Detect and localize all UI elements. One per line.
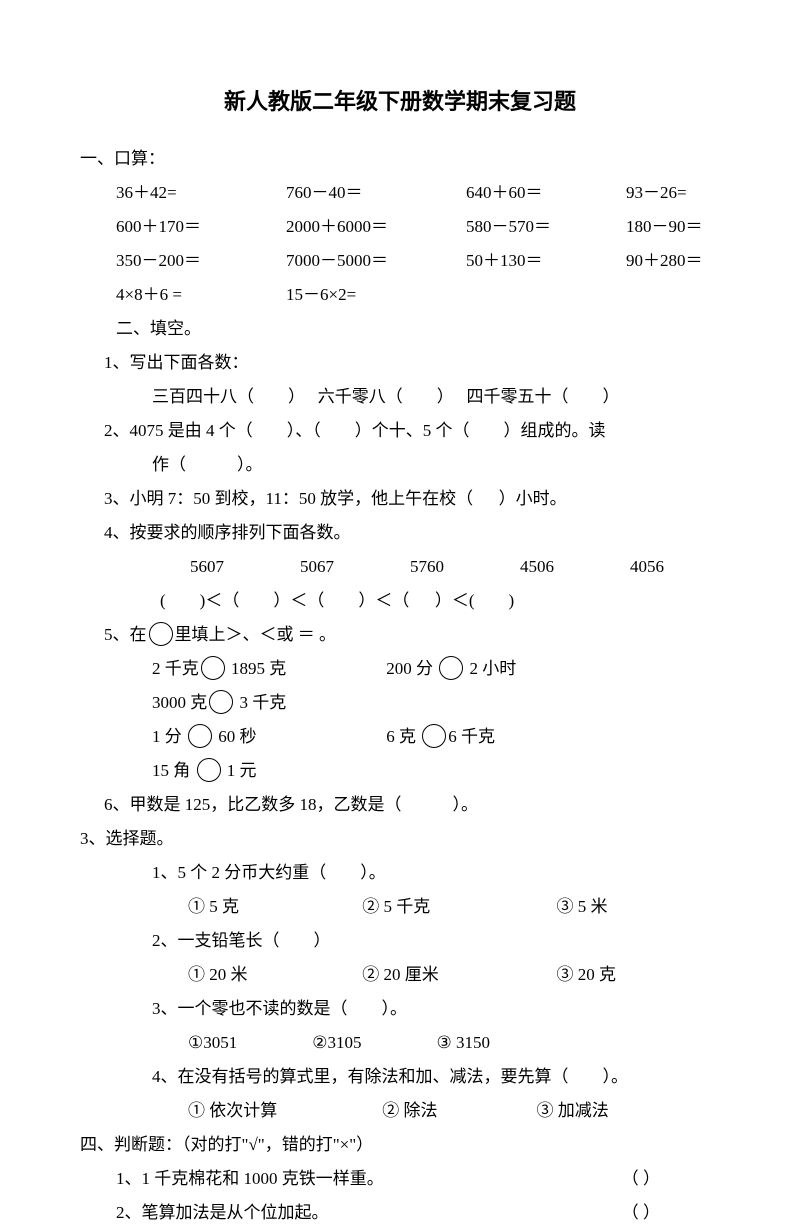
q3-2: 2、一支铅笔长（ ） (152, 924, 720, 958)
opt: ② 除法 (382, 1094, 532, 1128)
arith-row-last: 4×8＋6 = 15－6×2= (116, 278, 720, 312)
q2-4: 4、按要求的顺序排列下面各数。 (104, 516, 720, 550)
arith-cell: 50＋130＝ (466, 244, 626, 278)
q4-1: 1、1 千克棉花和 1000 克铁一样重。 （ ） (116, 1162, 720, 1196)
q2-5-row2: 1 分 60 秒 6 克 6 千克 15 角 1 元 (152, 720, 720, 788)
arith-cell: 600＋170＝ (116, 210, 286, 244)
opt: ③ 5 米 (557, 890, 707, 924)
q2-5-text-a: 5、在 (104, 625, 147, 644)
q2-4-nums: 5607 5067 5760 4506 4056 (190, 550, 720, 584)
q2-2a: 2、4075 是由 4 个（ ）、（ ）个十、5 个（ ）组成的。读 (104, 414, 720, 448)
q2-3: 3、小明 7：50 到校，11：50 放学，他上午在校（ ）小时。 (104, 482, 720, 516)
q2-5: 5、在 里填上＞、＜或 ＝ 。 (104, 618, 720, 652)
arith-cell: 36＋42= (116, 176, 286, 210)
q2-5-row1: 2 千克 1895 克 200 分 2 小时 3000 克 3 千克 (152, 652, 720, 720)
q3-3-opts: ①3051 ②3105 ③ 3150 (188, 1026, 720, 1060)
opt: ①3051 (188, 1026, 308, 1060)
arith-cell: 640＋60＝ (466, 176, 626, 210)
opt: ① 20 米 (188, 958, 358, 992)
cmp-left: 15 角 (152, 761, 195, 780)
judge-blank: （ ） (622, 1162, 660, 1196)
q2-2b: 作（ ）。 (152, 448, 720, 482)
opt: ②3105 (312, 1026, 432, 1060)
opt: ③ 3150 (437, 1026, 557, 1060)
judge-text: 2、笔算加法是从个位加起。 (116, 1196, 329, 1230)
q2-1: 1、写出下面各数： (104, 346, 720, 380)
q2-5-text-b: 里填上＞、＜或 ＝ 。 (175, 625, 337, 644)
arith-cell: 580－570＝ (466, 210, 626, 244)
q3-4: 4、在没有括号的算式里，有除法和加、减法，要先算（ ）。 (152, 1060, 720, 1094)
opt: ② 20 厘米 (362, 958, 552, 992)
arith-cell: 15－6×2= (286, 278, 466, 312)
opt: ② 5 千克 (362, 890, 552, 924)
arith-grid: 36＋42= 760－40＝ 640＋60＝ 93－26= 600＋170＝ 2… (116, 176, 720, 278)
cmp-right: 60 秒 (214, 727, 257, 746)
cmp-left: 3000 克 (152, 693, 207, 712)
circle-icon (149, 622, 173, 646)
cmp-left: 1 分 (152, 727, 186, 746)
section-1-head: 一、口算： (80, 142, 720, 176)
arith-cell: 760－40＝ (286, 176, 466, 210)
q2-1-line: 三百四十八（ ） 六千零八（ ） 四千零五十（ ） (152, 380, 720, 414)
num: 5067 (300, 550, 410, 584)
q4-2: 2、笔算加法是从个位加起。 （ ） (116, 1196, 720, 1230)
num: 4506 (520, 550, 630, 584)
arith-cell: 7000－5000＝ (286, 244, 466, 278)
num: 5607 (190, 550, 300, 584)
section-2-head: 二、填空。 (116, 312, 720, 346)
arith-cell: 90＋280＝ (626, 244, 756, 278)
arith-cell: 350－200＝ (116, 244, 286, 278)
cmp-right: 1 元 (223, 761, 257, 780)
cmp-right: 3 千克 (235, 693, 286, 712)
q3-4-opts: ① 依次计算 ② 除法 ③ 加减法 (188, 1094, 720, 1128)
q3-1-opts: ① 5 克 ② 5 千克 ③ 5 米 (188, 890, 720, 924)
arith-cell: 4×8＋6 = (116, 278, 286, 312)
opt: ③ 加减法 (537, 1094, 687, 1128)
arith-cell: 93－26= (626, 176, 756, 210)
section-4-head: 四、判断题：（对的打"√"，错的打"×"） (80, 1128, 720, 1162)
judge-text: 1、1 千克棉花和 1000 克铁一样重。 (116, 1162, 384, 1196)
q3-3: 3、一个零也不读的数是（ ）。 (152, 992, 720, 1026)
circle-icon (197, 758, 221, 782)
page-title: 新人教版二年级下册数学期末复习题 (80, 80, 720, 124)
worksheet-page: 新人教版二年级下册数学期末复习题 一、口算： 36＋42= 760－40＝ 64… (0, 0, 800, 1131)
q3-2-opts: ① 20 米 ② 20 厘米 ③ 20 克 (188, 958, 720, 992)
circle-icon (439, 656, 463, 680)
opt: ③ 20 克 (557, 958, 707, 992)
circle-icon (422, 724, 446, 748)
cmp-right: 2 小时 (465, 659, 516, 678)
circle-icon (209, 690, 233, 714)
num: 4056 (630, 550, 740, 584)
opt: ① 依次计算 (188, 1094, 378, 1128)
cmp-right: 6 千克 (448, 727, 495, 746)
arith-cell: 180－90＝ (626, 210, 756, 244)
q2-4-cmp: ( )＜（ ）＜（ ）＜（ ）＜( ) (160, 584, 720, 618)
q3-1: 1、5 个 2 分币大约重（ ）。 (152, 856, 720, 890)
section-3-head: 3、选择题。 (80, 822, 720, 856)
circle-icon (188, 724, 212, 748)
cmp-right: 1895 克 (227, 659, 287, 678)
cmp-left: 200 分 (386, 659, 437, 678)
judge-blank: （ ） (622, 1196, 660, 1230)
num: 5760 (410, 550, 520, 584)
q2-6: 6、甲数是 125，比乙数多 18，乙数是（ ）。 (104, 788, 720, 822)
circle-icon (201, 656, 225, 680)
arith-cell: 2000＋6000＝ (286, 210, 466, 244)
opt: ① 5 克 (188, 890, 358, 924)
cmp-left: 6 克 (386, 727, 420, 746)
cmp-left: 2 千克 (152, 659, 199, 678)
